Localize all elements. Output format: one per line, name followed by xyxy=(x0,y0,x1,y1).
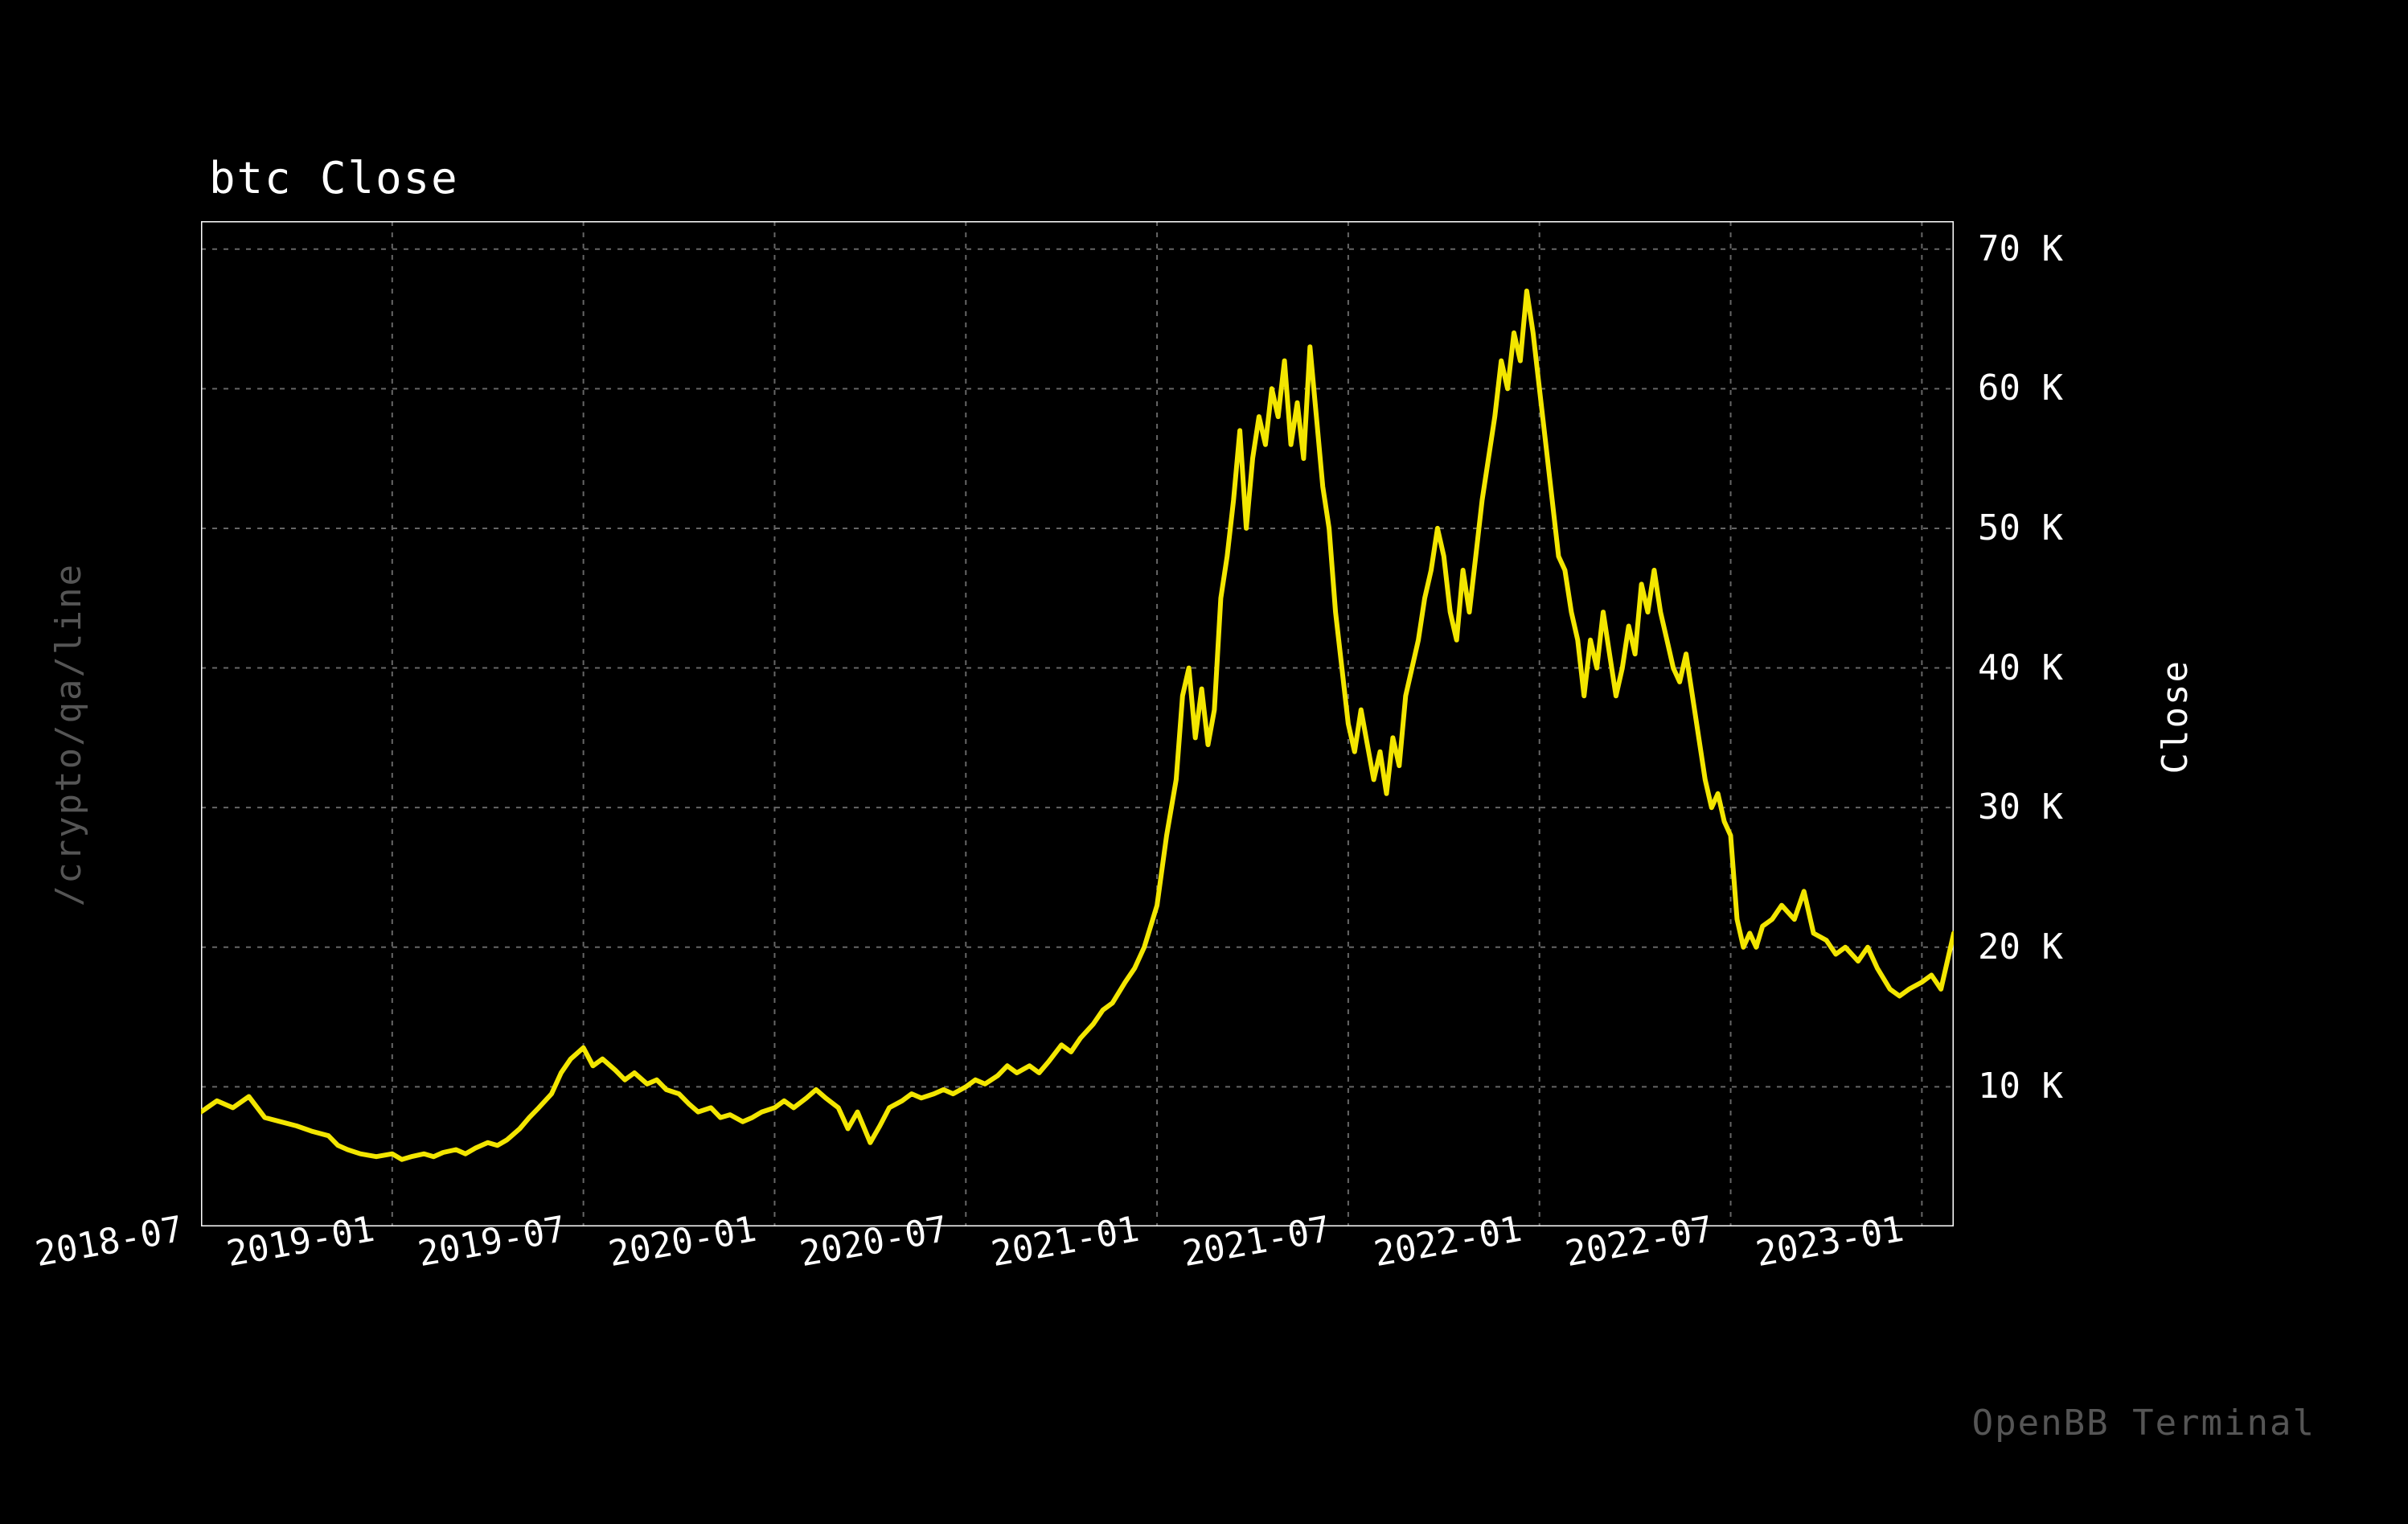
y-tick-label: 30 K xyxy=(1978,787,2063,828)
chart-title: btc Close xyxy=(209,153,459,203)
y-tick-label: 20 K xyxy=(1978,926,2063,967)
chart-plot-area xyxy=(201,221,1954,1226)
y-axis-label: Close xyxy=(2155,659,2196,774)
footer-brand: OpenBB Terminal xyxy=(1972,1403,2316,1444)
breadcrumb-path: /crypto/qa/line xyxy=(48,563,89,906)
y-tick-label: 70 K xyxy=(1978,228,2063,269)
x-tick-label: 2018-07 xyxy=(32,1209,186,1275)
y-tick-label: 40 K xyxy=(1978,647,2063,688)
y-tick-label: 10 K xyxy=(1978,1066,2063,1107)
y-tick-label: 50 K xyxy=(1978,507,2063,548)
y-tick-label: 60 K xyxy=(1978,368,2063,409)
price-line xyxy=(201,291,1954,1160)
chart-svg xyxy=(201,221,1954,1226)
